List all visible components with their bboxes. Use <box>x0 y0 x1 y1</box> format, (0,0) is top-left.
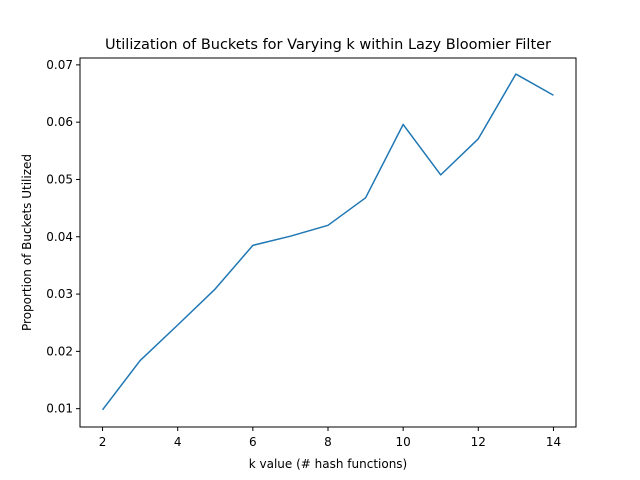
y-tick-label: 0.07 <box>46 58 73 72</box>
series-line-0 <box>101 73 554 411</box>
x-tick-label: 6 <box>249 435 257 449</box>
y-tick-label: 0.05 <box>46 172 73 186</box>
x-tick-label: 14 <box>546 435 561 449</box>
x-tick-label: 2 <box>99 435 107 449</box>
y-tick-label: 0.06 <box>46 115 73 129</box>
x-tick-label: 8 <box>324 435 332 449</box>
y-axis-label: Proportion of Buckets Utilized <box>20 154 34 331</box>
y-tick-label: 0.01 <box>46 402 73 416</box>
y-tick-label: 0.03 <box>46 287 73 301</box>
x-tick-label: 12 <box>471 435 486 449</box>
chart-title: Utilization of Buckets for Varying k wit… <box>105 37 551 53</box>
y-tick-label: 0.04 <box>46 230 73 244</box>
plot-frame <box>79 57 577 428</box>
y-tick-label: 0.02 <box>46 344 73 358</box>
x-tick-label: 4 <box>174 435 182 449</box>
x-axis-label: k value (# hash functions) <box>249 457 408 471</box>
x-tick-label: 10 <box>396 435 411 449</box>
